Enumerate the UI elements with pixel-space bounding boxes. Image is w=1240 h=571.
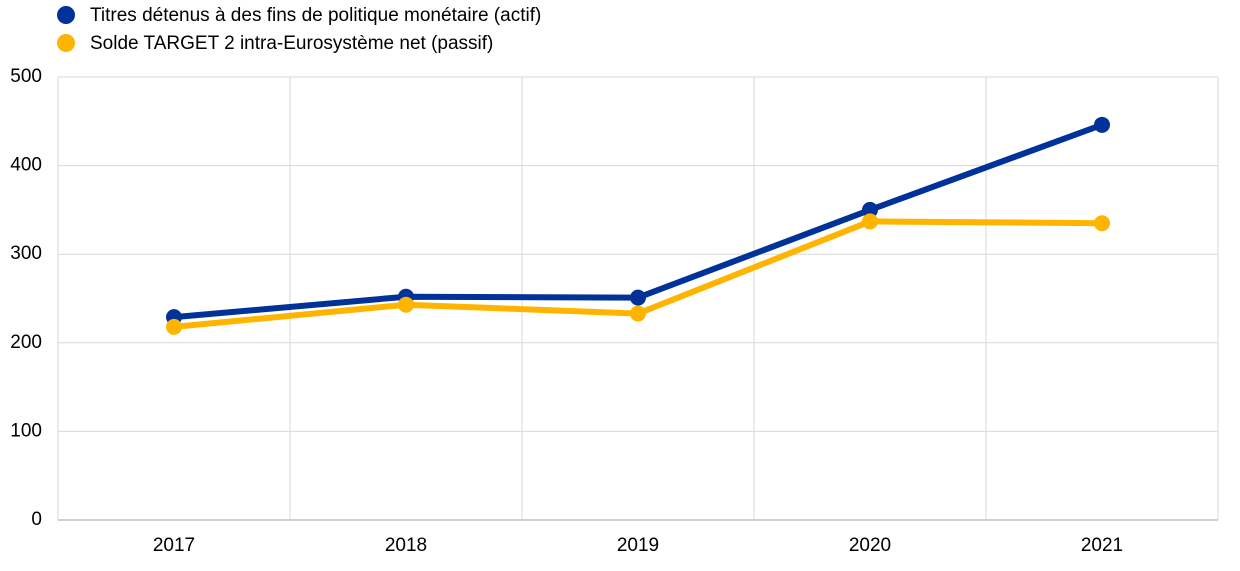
point: [862, 213, 878, 230]
x-tick-label: 2021: [1081, 535, 1123, 556]
legend-marker: [57, 6, 75, 24]
y-tick-label: 500: [10, 66, 42, 87]
point: [166, 318, 182, 335]
x-tick-label: 2017: [153, 535, 195, 556]
point: [1094, 215, 1110, 232]
y-tick-label: 400: [10, 155, 42, 176]
x-tick-label: 2020: [849, 535, 891, 556]
x-tick-label: 2019: [617, 535, 659, 556]
y-tick-label: 200: [10, 332, 42, 353]
legend-label: Solde TARGET 2 intra-Eurosystème net (pa…: [90, 33, 493, 54]
point: [862, 201, 878, 218]
legend-label: Titres détenus à des fins de politique m…: [90, 5, 541, 26]
legend-marker: [57, 34, 75, 52]
point: [630, 305, 646, 322]
y-tick-label: 0: [31, 509, 42, 530]
y-tick-label: 300: [10, 243, 42, 264]
point: [630, 289, 646, 306]
y-tick-label: 100: [10, 420, 42, 441]
point: [398, 296, 414, 313]
point: [1094, 116, 1110, 133]
x-tick-label: 2018: [385, 535, 427, 556]
